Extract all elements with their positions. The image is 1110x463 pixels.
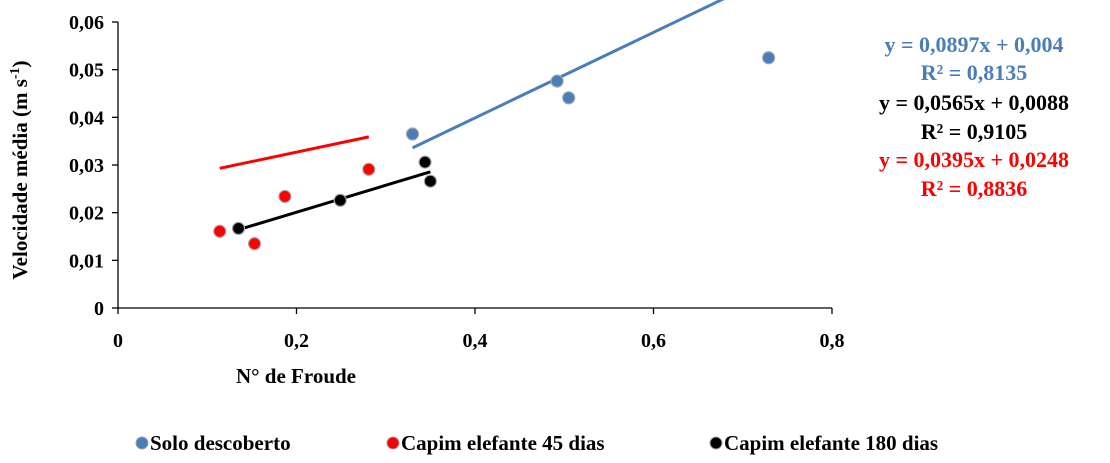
data-point-series-2: [333, 193, 347, 207]
y-tick-label: 0,03: [69, 155, 104, 177]
equation-solo-descoberto: y = 0,0897x + 0,004: [884, 32, 1063, 57]
y-axis-title: Velocidade média (m s-1): [8, 60, 32, 279]
data-point-series-0: [762, 51, 776, 65]
data-point-series-1: [247, 237, 262, 251]
x-tick-label: 0,6: [641, 330, 666, 352]
legend-item-capim-180: Capim elefante 180 dias: [709, 431, 938, 455]
data-point-series-2: [418, 155, 432, 169]
legend-item-solo-descoberto: Solo descoberto: [135, 431, 291, 455]
axes: [112, 21, 833, 314]
x-tick-label: 0,8: [820, 330, 845, 352]
trendline-series-0: [411, 0, 725, 150]
data-point-series-2: [423, 174, 437, 188]
r2-capim-180: R² = 0,9105: [921, 119, 1028, 144]
legend-label-capim-45: Capim elefante 45 dias: [401, 431, 605, 455]
legend: Solo descoberto Capim elefante 45 dias C…: [135, 431, 938, 455]
x-tick-label: 0,2: [284, 330, 309, 352]
legend-marker-capim-45: [386, 436, 400, 450]
data-point-series-0: [550, 74, 564, 88]
y-tick-label: 0: [94, 298, 104, 320]
y-tick-label: 0,05: [69, 60, 104, 82]
y-tick-label: 0,02: [69, 203, 104, 225]
legend-item-capim-45: Capim elefante 45 dias: [386, 431, 605, 455]
data-point-series-0: [405, 127, 420, 141]
x-tick-label: 0,4: [463, 330, 488, 352]
y-tick-label: 0,06: [69, 12, 104, 34]
legend-marker-capim-180: [709, 436, 723, 450]
legend-label-solo-descoberto: Solo descoberto: [150, 431, 291, 455]
equation-capim-180: y = 0,0565x + 0,0088: [879, 90, 1069, 115]
legend-label-capim-180: Capim elefante 180 dias: [724, 431, 938, 455]
legend-marker-solo-descoberto: [135, 436, 149, 450]
x-axis-title: N° de Froude: [236, 364, 356, 388]
data-points: [213, 51, 776, 251]
tick-labels: 0 0,01 0,02 0,03 0,04 0,05 0,06 0 0,2 0,4 0,6 0,8: [69, 12, 845, 352]
trendlines: [219, 0, 725, 232]
data-point-series-1: [362, 162, 376, 176]
y-tick-label: 0,04: [69, 107, 104, 129]
data-point-series-0: [562, 91, 576, 105]
equation-capim-45: y = 0,0395x + 0,0248: [879, 147, 1069, 172]
data-point-series-1: [213, 224, 227, 238]
r2-solo-descoberto: R² = 0,8135: [921, 60, 1028, 85]
trendline-series-1: [219, 135, 370, 170]
x-tick-label: 0: [113, 330, 123, 352]
data-point-series-1: [278, 189, 292, 204]
data-point-series-2: [231, 221, 246, 235]
y-tick-label: 0,01: [69, 250, 104, 272]
r2-capim-45: R² = 0,8836: [921, 176, 1028, 201]
